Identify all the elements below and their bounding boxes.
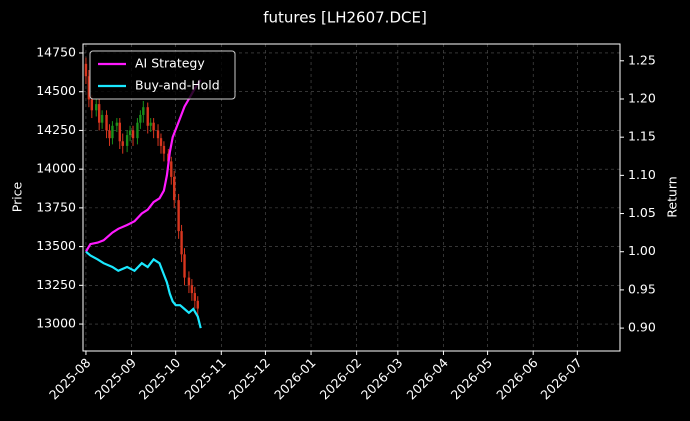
y2-tick-label: 1.00 xyxy=(628,243,656,258)
candle-body xyxy=(152,122,155,131)
candle-body xyxy=(146,107,149,126)
candle-body xyxy=(173,176,176,201)
candle-body xyxy=(193,293,197,301)
candle-body xyxy=(162,145,166,154)
candle-body xyxy=(100,114,104,123)
candle-body xyxy=(183,254,186,278)
legend-label: AI Strategy xyxy=(135,56,205,71)
candle-body xyxy=(84,63,88,77)
y-tick-label: 13000 xyxy=(36,316,76,331)
candle-body xyxy=(149,122,152,126)
candle-body xyxy=(177,200,180,232)
candle-body xyxy=(136,122,139,139)
candle-body xyxy=(180,231,183,255)
y-tick-label: 13750 xyxy=(36,199,76,214)
y-tick-label: 14250 xyxy=(36,122,76,137)
y-tick-label: 13250 xyxy=(36,277,76,292)
y2-tick-label: 1.10 xyxy=(628,167,656,182)
candle-body xyxy=(95,104,98,111)
y-tick-label: 14750 xyxy=(36,44,76,59)
candle-body xyxy=(128,130,132,136)
candle-body xyxy=(125,135,129,146)
y2-tick-label: 0.95 xyxy=(628,281,656,296)
chart-title: futures [LH2607.DCE] xyxy=(263,9,427,27)
candle-body xyxy=(121,141,124,146)
series-line xyxy=(85,250,202,329)
y-tick-label: 14000 xyxy=(36,161,76,176)
y2-tick-label: 0.90 xyxy=(628,320,656,335)
series-line xyxy=(84,79,202,253)
y2-axis-label: Return xyxy=(665,176,680,217)
plot-frame xyxy=(82,43,621,352)
candle-body xyxy=(156,130,160,139)
legend-box xyxy=(89,50,236,100)
y2-tick-label: 1.20 xyxy=(628,90,656,105)
candle-body xyxy=(97,104,101,123)
candle-body xyxy=(190,285,194,294)
y-tick-label: 13500 xyxy=(36,238,76,253)
candle-body xyxy=(115,122,119,126)
y2-tick-label: 1.25 xyxy=(628,52,656,67)
candle-body xyxy=(187,277,191,286)
candle-body xyxy=(139,114,142,123)
candle-body xyxy=(142,107,145,115)
candle-body xyxy=(111,125,114,139)
y-axis-label: Price xyxy=(10,181,25,212)
candle-body xyxy=(170,161,173,177)
candle-body xyxy=(159,138,163,146)
candle-body xyxy=(87,76,91,100)
candle-body xyxy=(196,300,199,309)
legend-label: Buy-and-Hold xyxy=(135,78,220,93)
candle-body xyxy=(105,114,108,131)
candle-body xyxy=(108,130,111,139)
y2-tick-label: 1.05 xyxy=(628,205,656,220)
candle-body xyxy=(118,122,121,142)
candle-body xyxy=(131,130,135,139)
y2-tick-label: 1.15 xyxy=(628,129,656,144)
candle-body xyxy=(90,99,94,111)
y-tick-label: 14500 xyxy=(36,83,76,98)
